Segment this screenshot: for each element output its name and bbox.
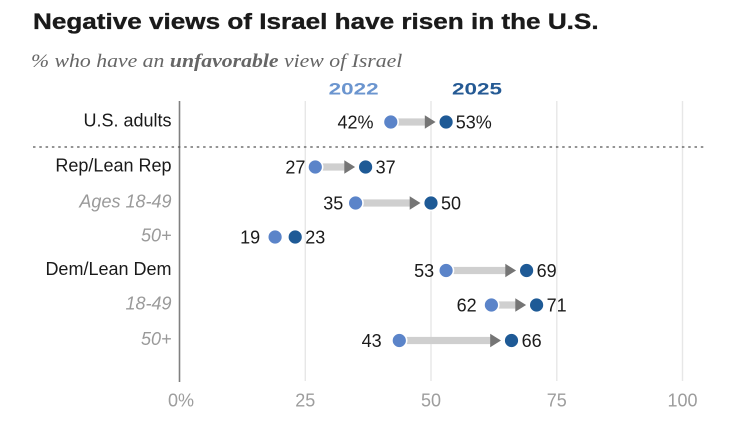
svg-text:42%: 42% [337, 113, 373, 133]
svg-text:23: 23 [305, 228, 325, 248]
svg-text:53: 53 [414, 261, 434, 281]
svg-text:71: 71 [547, 296, 567, 316]
svg-text:25: 25 [295, 391, 315, 411]
svg-text:35: 35 [323, 194, 343, 214]
svg-text:53%: 53% [456, 113, 492, 133]
svg-text:Dem/Lean Dem: Dem/Lean Dem [45, 259, 171, 279]
svg-text:50: 50 [421, 391, 441, 411]
svg-text:% who have an unfavorable view: % who have an unfavorable view of Israel [31, 51, 403, 71]
svg-text:Ages 18-49: Ages 18-49 [78, 192, 171, 212]
svg-text:Negative views of Israel have: Negative views of Israel have risen in t… [33, 10, 599, 35]
svg-text:37: 37 [376, 158, 396, 178]
svg-text:U.S. adults: U.S. adults [83, 111, 171, 131]
svg-text:69: 69 [537, 261, 557, 281]
svg-text:27: 27 [285, 158, 305, 178]
svg-text:43: 43 [362, 331, 382, 351]
svg-text:18-49: 18-49 [125, 294, 171, 314]
svg-text:62: 62 [457, 296, 477, 316]
svg-text:75: 75 [547, 391, 567, 411]
svg-text:19: 19 [240, 228, 260, 248]
svg-text:50+: 50+ [141, 329, 172, 349]
svg-text:100: 100 [667, 391, 697, 411]
svg-text:2022: 2022 [329, 80, 379, 98]
svg-text:Rep/Lean Rep: Rep/Lean Rep [55, 156, 171, 176]
svg-text:50: 50 [441, 194, 461, 214]
svg-text:50+: 50+ [141, 226, 172, 246]
svg-text:0%: 0% [168, 391, 194, 411]
svg-text:66: 66 [522, 331, 542, 351]
svg-text:2025: 2025 [452, 80, 502, 98]
